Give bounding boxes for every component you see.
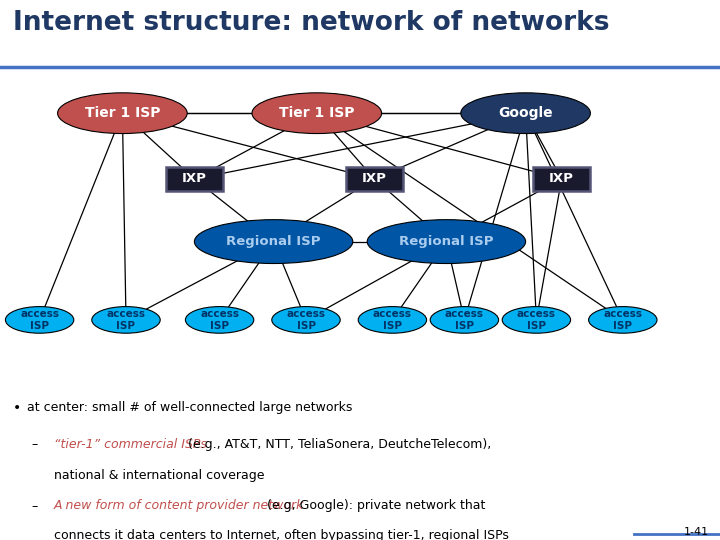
FancyBboxPatch shape bbox=[346, 166, 403, 191]
Text: (e.g, Google): private network that: (e.g, Google): private network that bbox=[263, 500, 485, 512]
Ellipse shape bbox=[503, 307, 571, 333]
Text: national & international coverage: national & international coverage bbox=[54, 469, 264, 482]
Text: Tier 1 ISP: Tier 1 ISP bbox=[279, 106, 354, 120]
Ellipse shape bbox=[194, 220, 353, 264]
FancyBboxPatch shape bbox=[534, 166, 590, 191]
Text: access
ISP: access ISP bbox=[373, 309, 412, 330]
Text: –: – bbox=[32, 500, 47, 512]
Text: access
ISP: access ISP bbox=[20, 309, 59, 330]
Text: •: • bbox=[13, 401, 21, 415]
Ellipse shape bbox=[588, 307, 657, 333]
Text: access
ISP: access ISP bbox=[517, 309, 556, 330]
Ellipse shape bbox=[367, 220, 526, 264]
Ellipse shape bbox=[58, 93, 187, 133]
Text: connects it data centers to Internet, often bypassing tier-1, regional ISPs: connects it data centers to Internet, of… bbox=[54, 529, 509, 540]
Text: access
ISP: access ISP bbox=[603, 309, 642, 330]
Text: IXP: IXP bbox=[549, 172, 574, 185]
Text: IXP: IXP bbox=[182, 172, 207, 185]
Text: access
ISP: access ISP bbox=[287, 309, 325, 330]
Text: Google: Google bbox=[498, 106, 553, 120]
Ellipse shape bbox=[461, 93, 590, 133]
Ellipse shape bbox=[272, 307, 340, 333]
Text: Tier 1 ISP: Tier 1 ISP bbox=[85, 106, 160, 120]
Text: 1-41: 1-41 bbox=[684, 526, 709, 537]
Text: Regional ISP: Regional ISP bbox=[226, 235, 321, 248]
Ellipse shape bbox=[252, 93, 382, 133]
Ellipse shape bbox=[431, 307, 498, 333]
FancyBboxPatch shape bbox=[166, 166, 223, 191]
Ellipse shape bbox=[91, 307, 160, 333]
Text: Regional ISP: Regional ISP bbox=[399, 235, 494, 248]
Text: A new form of content provider network: A new form of content provider network bbox=[54, 500, 305, 512]
Text: “tier-1” commercial ISPs: “tier-1” commercial ISPs bbox=[54, 438, 207, 451]
Ellipse shape bbox=[185, 307, 254, 333]
Text: access
ISP: access ISP bbox=[200, 309, 239, 330]
Text: IXP: IXP bbox=[362, 172, 387, 185]
Text: Internet structure: network of networks: Internet structure: network of networks bbox=[13, 10, 609, 36]
Text: –: – bbox=[32, 438, 47, 451]
Ellipse shape bbox=[5, 307, 74, 333]
Text: at center: small # of well-connected large networks: at center: small # of well-connected lar… bbox=[27, 401, 353, 414]
Text: (e.g., AT&T, NTT, TeliaSonera, DeutcheTelecom),: (e.g., AT&T, NTT, TeliaSonera, DeutcheTe… bbox=[184, 438, 491, 451]
Text: access
ISP: access ISP bbox=[107, 309, 145, 330]
Text: access
ISP: access ISP bbox=[445, 309, 484, 330]
Ellipse shape bbox=[359, 307, 426, 333]
